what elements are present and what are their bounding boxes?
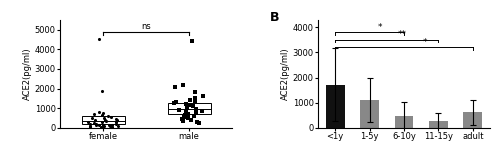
Point — [179, 83, 187, 86]
Bar — [326, 85, 344, 128]
Point — [186, 99, 194, 102]
Point — [181, 114, 189, 116]
Point — [194, 121, 202, 123]
Text: B: B — [270, 11, 280, 24]
Point — [86, 126, 94, 128]
Bar — [168, 103, 210, 114]
Point — [178, 118, 186, 120]
Point — [112, 122, 120, 125]
Point — [112, 121, 120, 123]
Point — [196, 122, 203, 124]
Point — [86, 124, 94, 127]
Point — [90, 122, 98, 124]
Bar — [360, 100, 379, 128]
Point — [113, 119, 121, 122]
Text: *: * — [378, 22, 382, 31]
Point — [186, 104, 194, 107]
Point — [90, 113, 98, 115]
Point — [98, 112, 106, 114]
Point — [189, 105, 197, 108]
Point — [104, 124, 112, 126]
Point — [108, 123, 116, 126]
Y-axis label: ACE2(pg/ml): ACE2(pg/ml) — [23, 48, 32, 100]
Point — [108, 125, 116, 128]
Bar — [394, 116, 413, 128]
Point — [191, 97, 199, 100]
Point — [182, 103, 190, 106]
Point — [198, 110, 205, 113]
Point — [192, 108, 200, 111]
Point — [95, 38, 103, 41]
Point — [92, 124, 100, 127]
Point — [182, 107, 190, 110]
Point — [107, 116, 115, 118]
Point — [95, 111, 103, 113]
Bar — [429, 121, 448, 128]
Point — [190, 91, 198, 94]
Point — [199, 95, 207, 98]
Point — [100, 125, 108, 127]
Point — [86, 123, 94, 126]
Point — [180, 116, 188, 118]
Point — [170, 102, 177, 105]
Point — [106, 125, 114, 128]
Point — [98, 114, 106, 116]
Point — [104, 115, 112, 117]
Point — [100, 117, 108, 119]
Point — [88, 117, 96, 120]
Point — [190, 115, 198, 117]
Point — [99, 124, 107, 126]
Point — [99, 124, 107, 127]
Point — [114, 125, 122, 127]
Point — [192, 100, 200, 103]
Text: ns: ns — [141, 22, 151, 31]
Point — [188, 40, 196, 43]
Point — [98, 121, 106, 124]
Point — [100, 118, 108, 121]
Point — [184, 117, 192, 119]
Point — [84, 120, 92, 123]
Point — [98, 89, 106, 92]
Point — [179, 120, 187, 122]
Point — [192, 112, 200, 114]
Point — [96, 123, 104, 126]
Point — [182, 106, 190, 109]
Point — [172, 101, 180, 104]
Point — [102, 120, 110, 122]
Text: **: ** — [398, 30, 407, 39]
Bar — [82, 116, 124, 124]
Point — [112, 118, 120, 120]
Point — [187, 119, 195, 121]
Y-axis label: ACE2(pg/ml): ACE2(pg/ml) — [281, 48, 290, 100]
Point — [182, 111, 190, 113]
Point — [175, 109, 183, 112]
Point — [184, 113, 192, 115]
Point — [92, 123, 100, 125]
Text: *: * — [422, 38, 427, 47]
Point — [97, 125, 105, 128]
Bar — [464, 112, 482, 128]
Point — [90, 119, 98, 121]
Point — [171, 85, 179, 88]
